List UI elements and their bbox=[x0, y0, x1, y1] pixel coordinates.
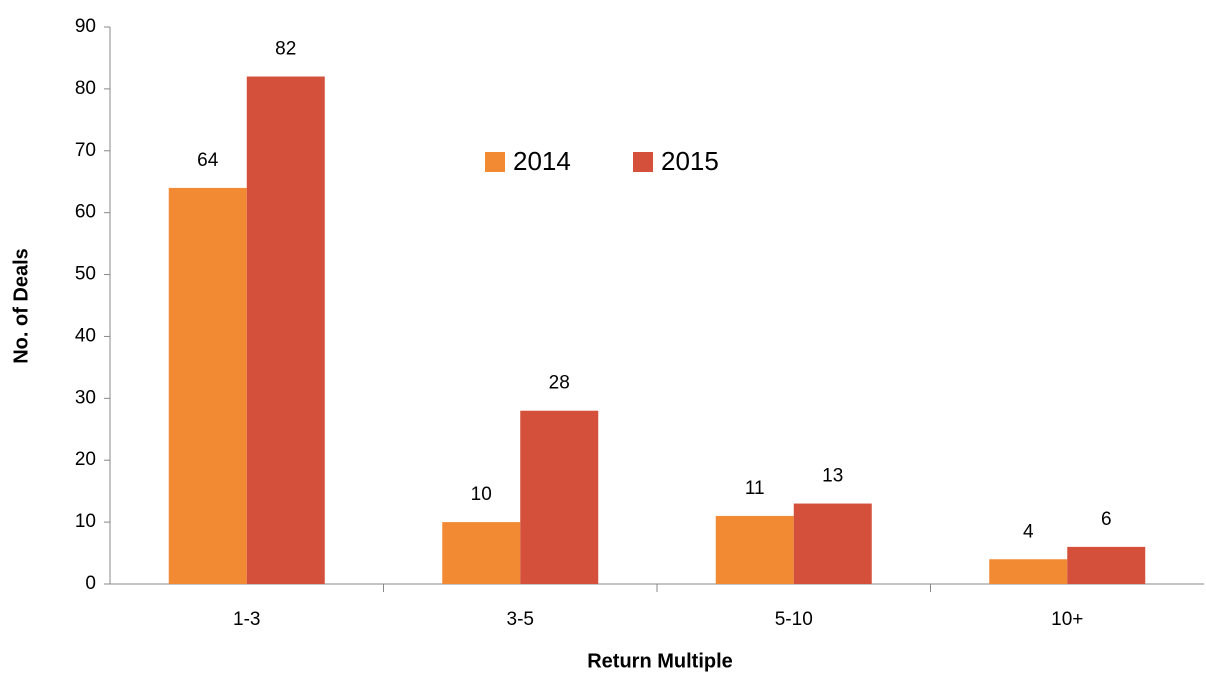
data-label: 10 bbox=[471, 484, 492, 505]
bar bbox=[1067, 546, 1146, 584]
y-tick-label: 10 bbox=[75, 511, 96, 532]
x-tick-label: 5-10 bbox=[775, 609, 813, 630]
y-tick-label: 50 bbox=[75, 264, 96, 285]
bar bbox=[793, 503, 872, 584]
y-tick-label: 20 bbox=[75, 449, 96, 470]
data-label: 6 bbox=[1101, 509, 1112, 530]
y-axis-label: No. of Deals bbox=[10, 248, 32, 364]
y-tick-label: 90 bbox=[75, 16, 96, 37]
y-tick-label: 60 bbox=[75, 202, 96, 223]
bar bbox=[246, 76, 325, 584]
y-tick-label: 30 bbox=[75, 387, 96, 408]
y-tick-label: 0 bbox=[85, 573, 96, 594]
y-tick-label: 40 bbox=[75, 325, 96, 346]
data-label: 11 bbox=[745, 478, 765, 499]
data-label: 64 bbox=[197, 150, 219, 171]
x-axis-label: Return Multiple bbox=[587, 650, 733, 672]
x-tick-label: 10+ bbox=[1051, 609, 1083, 630]
legend-label: 2015 bbox=[661, 146, 719, 176]
bar bbox=[520, 410, 599, 584]
x-tick-label: 3-5 bbox=[507, 609, 534, 630]
data-label: 28 bbox=[549, 373, 570, 394]
data-label: 13 bbox=[822, 466, 843, 487]
bar bbox=[442, 522, 521, 584]
data-label: 82 bbox=[275, 39, 296, 60]
bar bbox=[715, 515, 794, 584]
legend-swatch bbox=[485, 152, 505, 172]
y-tick-label: 80 bbox=[75, 78, 96, 99]
bar bbox=[989, 559, 1068, 584]
bar bbox=[168, 187, 247, 584]
data-label: 4 bbox=[1023, 521, 1034, 542]
y-tick-label: 70 bbox=[75, 140, 96, 161]
legend-swatch bbox=[633, 152, 653, 172]
legend-label: 2014 bbox=[513, 146, 571, 176]
x-tick-label: 1-3 bbox=[233, 609, 260, 630]
